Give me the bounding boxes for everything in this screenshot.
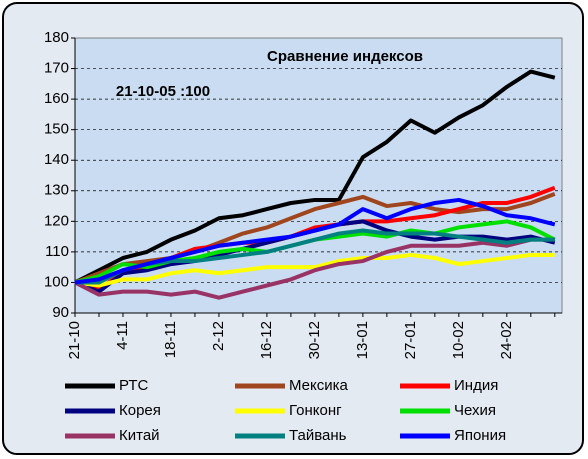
legend-label: Япония [454, 427, 506, 444]
y-tick-label: 150 [44, 121, 69, 138]
x-tick-label: 27-01 [402, 321, 419, 359]
series-line [74, 69, 556, 285]
y-tick-label: 110 [45, 243, 69, 260]
x-tick-label: 18-11 [162, 321, 179, 358]
x-tick-label: 10-02 [450, 321, 467, 359]
y-tick-label: 100 [44, 273, 69, 290]
y-tick-label: 180 [44, 29, 69, 46]
chart-title: Сравнение индексов [267, 48, 423, 65]
series-line [74, 237, 555, 300]
y-tick-label: 140 [44, 151, 69, 168]
y-tick-label: 130 [44, 182, 69, 199]
legend-label: Корея [119, 402, 161, 419]
annotation: 21-10-05 :100 [116, 83, 210, 100]
legend-label: Тайвань [289, 427, 347, 444]
x-tick-label: 21-10 [66, 321, 83, 359]
x-tick-label: 16-12 [258, 321, 275, 359]
y-tick-label: 170 [44, 60, 69, 77]
legend-label: РТС [119, 377, 148, 394]
x-tick-label: 13-01 [354, 321, 371, 359]
legend-label: Индия [454, 377, 498, 394]
legend-label: Китай [119, 427, 160, 444]
legend-label: Мексика [289, 377, 349, 394]
legend-label: Чехия [454, 402, 496, 419]
x-tick-label: 2-12 [210, 321, 227, 351]
x-tick-label: 4-11 [114, 321, 131, 350]
x-tick-label: 30-12 [306, 321, 323, 359]
x-tick-label: 24-02 [498, 321, 515, 359]
y-tick-label: 90 [52, 304, 69, 321]
legend-label: Гонконг [289, 402, 342, 419]
y-tick-label: 160 [44, 90, 69, 107]
y-tick-label: 120 [44, 212, 69, 229]
series-line [74, 197, 556, 285]
series-line [74, 252, 555, 288]
